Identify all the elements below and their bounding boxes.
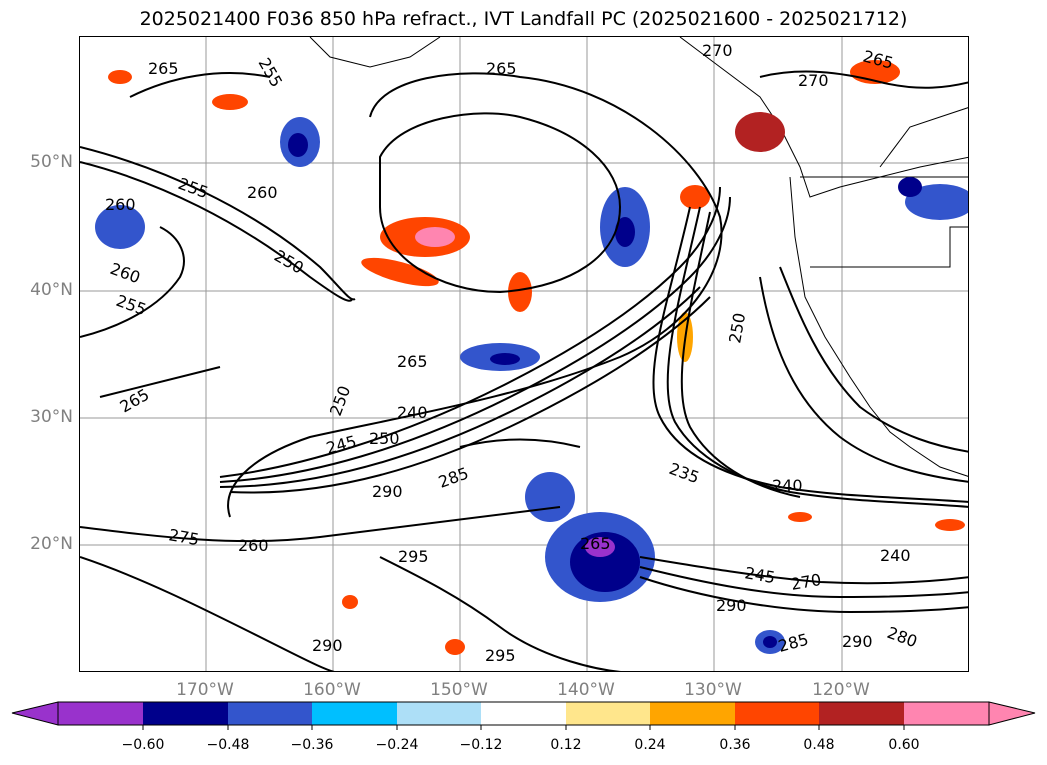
colorbar-tick-label: 0.48 (803, 737, 835, 753)
colorbar (11, 701, 1036, 730)
lat-label-20n: 20°N (30, 534, 73, 554)
colorbar-bin (228, 702, 312, 725)
colorbar-bin (819, 702, 904, 725)
colorbar-bin (397, 702, 481, 725)
contour-label: 250 (326, 383, 354, 418)
refractivity-contours (80, 70, 968, 671)
colorbar-tick-label: −0.12 (459, 737, 503, 753)
contour-label: 260 (105, 195, 136, 214)
contour-label: 260 (247, 183, 278, 202)
colorbar-tick-label: 0.24 (634, 737, 666, 753)
contour-label: 260 (108, 259, 143, 287)
contour-label: 270 (702, 41, 733, 60)
colorbar-bin (566, 702, 650, 725)
colorbar-bin (735, 702, 819, 725)
lon-label-120w: 120°W (812, 680, 870, 700)
colorbar-extend-max (988, 701, 1036, 726)
lon-label-170w: 170°W (176, 680, 234, 700)
contour-label: 290 (716, 596, 747, 615)
shaded-fields (95, 60, 968, 655)
contour-label: 255 (255, 55, 287, 91)
contour-label: 250 (725, 311, 749, 344)
contour-label: 265 (580, 534, 611, 553)
lat-label-30n: 30°N (30, 407, 73, 427)
contour-label: 240 (880, 546, 911, 565)
graticule (80, 37, 968, 671)
colorbar-tick-label: 0.60 (888, 737, 920, 753)
contour-label: 245 (324, 432, 358, 458)
lon-label-160w: 160°W (303, 680, 361, 700)
map-panel: 265 255 265 270 265 270 260 255 260 250 … (79, 36, 969, 672)
lon-label-150w: 150°W (430, 680, 488, 700)
contour-label: 265 (117, 385, 153, 417)
contour-label: 285 (436, 463, 471, 491)
colorbar-bin (904, 702, 989, 725)
contour-label: 270 (798, 71, 829, 90)
map-title: 2025021400 F036 850 hPa refract., IVT La… (139, 8, 908, 30)
lat-label-40n: 40°N (30, 280, 73, 300)
colorbar-tick-label: −0.60 (121, 737, 165, 753)
contour-label: 280 (885, 623, 920, 651)
contour-label: 285 (776, 630, 810, 656)
colorbar-tick-label: 0.36 (719, 737, 751, 753)
colorbar-extend-min (11, 701, 59, 726)
lat-label-50n: 50°N (30, 152, 73, 172)
colorbar-tick-label: −0.24 (375, 737, 419, 753)
contour-label: 290 (372, 482, 403, 501)
colorbar-tick-label: −0.36 (290, 737, 334, 753)
contour-label: 295 (398, 547, 429, 566)
contour-label: 255 (114, 291, 149, 319)
colorbar-bin (312, 702, 397, 725)
lon-label-130w: 130°W (684, 680, 742, 700)
contour-label: 275 (167, 525, 200, 549)
colorbar-bin (58, 702, 143, 725)
contour-label: 265 (148, 59, 179, 78)
contour-label: 265 (397, 352, 428, 371)
colorbar-bin (143, 702, 228, 725)
contour-label: 235 (667, 459, 702, 487)
colorbar-tick-label: 0.12 (550, 737, 582, 753)
contour-label: 245 (743, 563, 776, 587)
contour-label: 265 (486, 59, 517, 78)
lon-label-140w: 140°W (557, 680, 615, 700)
colorbar-bin (650, 702, 735, 725)
coastlines (309, 37, 968, 477)
contour-label: 240 (772, 476, 803, 495)
colorbar-tick-label: −0.48 (206, 737, 250, 753)
colorbar-bin (481, 702, 566, 725)
contour-label: 270 (789, 570, 822, 594)
contour-label: 290 (842, 632, 873, 651)
contour-label: 290 (312, 636, 343, 655)
contour-label: 240 (397, 403, 428, 422)
contour-label: 295 (485, 646, 516, 665)
map-canvas: 265 255 265 270 265 270 260 255 260 250 … (80, 37, 968, 671)
contour-label: 260 (238, 536, 269, 555)
contour-label: 250 (369, 429, 400, 448)
